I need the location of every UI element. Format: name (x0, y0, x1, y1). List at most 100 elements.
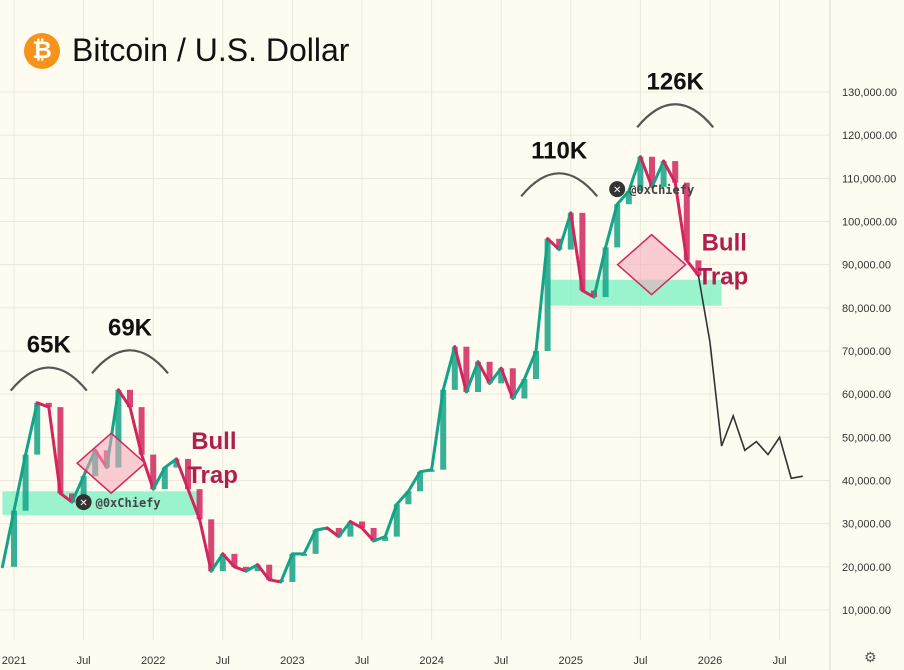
bitcoin-icon: ₿ (24, 32, 60, 69)
price-candle (57, 407, 64, 494)
price-candle (69, 493, 75, 503)
x-tick-label: 2023 (280, 655, 304, 667)
y-tick-label: 10,000.00 (842, 605, 891, 617)
price-candle (625, 191, 632, 205)
peak-arc (9, 366, 88, 392)
watermark-label: @0xChiefy (629, 183, 694, 197)
price-candle (649, 156, 655, 187)
chart-title: Bitcoin / U.S. Dollar (72, 32, 350, 68)
price-candle (45, 402, 52, 408)
price-candle (115, 389, 122, 468)
price-candle (567, 212, 574, 250)
price-candle (405, 491, 412, 505)
y-tick-label: 30,000.00 (842, 519, 891, 531)
price-candle (266, 564, 273, 580)
y-tick-label: 130,000.00 (842, 87, 897, 99)
price-candle (579, 212, 586, 291)
price-candle (544, 238, 551, 351)
price-candle (683, 182, 690, 261)
price-candle (161, 467, 168, 490)
price-candle (475, 361, 481, 393)
y-tick-label: 90,000.00 (842, 260, 891, 272)
price-candle (196, 489, 203, 520)
x-tick-label: Jul (494, 655, 508, 667)
y-tick-label: 100,000.00 (842, 217, 897, 229)
gear-icon[interactable]: ⚙ (864, 650, 877, 666)
price-candle (521, 379, 528, 399)
bull-trap-label: Trap (698, 264, 749, 291)
x-tick-label: 2025 (559, 655, 583, 667)
price-candle (359, 521, 365, 528)
peak-label: 126K (647, 68, 705, 95)
price-candle (185, 458, 191, 490)
price-candle (219, 553, 226, 572)
price-candle (614, 204, 621, 248)
price-candle (660, 161, 667, 187)
peak-arc (636, 103, 715, 128)
price-candle (602, 247, 609, 298)
price-candle (463, 346, 470, 393)
peak-label: 110K (531, 137, 588, 164)
price-candle (637, 156, 644, 192)
price-candle (289, 553, 296, 582)
bull-trap-label: Trap (187, 462, 238, 489)
price-candle (382, 536, 389, 541)
price-candle (695, 260, 702, 276)
price-candle (498, 368, 505, 384)
y-tick-label: 40,000.00 (842, 476, 891, 488)
price-candle (672, 161, 679, 183)
price-candle (556, 238, 563, 250)
price-candle (417, 471, 423, 492)
price-candle (393, 504, 400, 537)
bull-trap-marker (76, 432, 147, 495)
price-candle (127, 389, 133, 408)
price-candle (312, 530, 319, 554)
peak-arc (91, 349, 169, 375)
price-candle (440, 389, 447, 470)
price-candle (138, 407, 145, 455)
y-tick-label: 60,000.00 (842, 389, 891, 401)
x-logo-glyph: ✕ (79, 498, 87, 509)
price-candle (231, 553, 238, 567)
chart-header: ₿ Bitcoin / U.S. Dollar (24, 32, 349, 69)
x-tick-label: 2022 (141, 655, 165, 667)
peak-arc (520, 172, 599, 198)
bull-trap-label: Bull (191, 428, 236, 455)
price-candle (335, 527, 342, 537)
support-zone (2, 491, 200, 516)
price-candle (34, 402, 41, 455)
price-candle (509, 368, 516, 399)
price-candle (347, 521, 354, 537)
x-logo-icon (609, 181, 626, 198)
projection-line (697, 275, 803, 480)
bull-trap-marker (616, 233, 687, 296)
y-tick-label: 120,000.00 (842, 130, 897, 142)
bull-trap-label: Bull (702, 230, 747, 257)
x-tick-label: Jul (633, 655, 647, 667)
y-tick-label: 20,000.00 (842, 562, 891, 574)
y-tick-label: 50,000.00 (842, 432, 891, 444)
price-candle (208, 519, 215, 572)
x-tick-label: 2026 (698, 655, 722, 667)
support-zone (547, 279, 722, 306)
price-candle (451, 346, 458, 390)
x-tick-label: 2024 (419, 655, 443, 667)
price-candle (80, 476, 87, 503)
x-tick-label: 2021 (2, 655, 26, 667)
price-candle (254, 564, 261, 572)
price-candle (22, 454, 29, 511)
price-candle (370, 527, 377, 541)
x-tick-label: Jul (77, 655, 91, 667)
price-candle (533, 351, 539, 380)
y-tick-label: 70,000.00 (842, 346, 891, 358)
y-tick-label: 110,000.00 (842, 173, 896, 185)
y-tick-label: 80,000.00 (842, 303, 891, 315)
x-tick-label: Jul (216, 655, 230, 667)
x-tick-label: Jul (773, 655, 787, 667)
price-candle (486, 361, 493, 384)
price-candle (150, 454, 157, 490)
watermark-label: @0xChiefy (96, 496, 161, 510)
peak-label: 65K (27, 332, 72, 359)
